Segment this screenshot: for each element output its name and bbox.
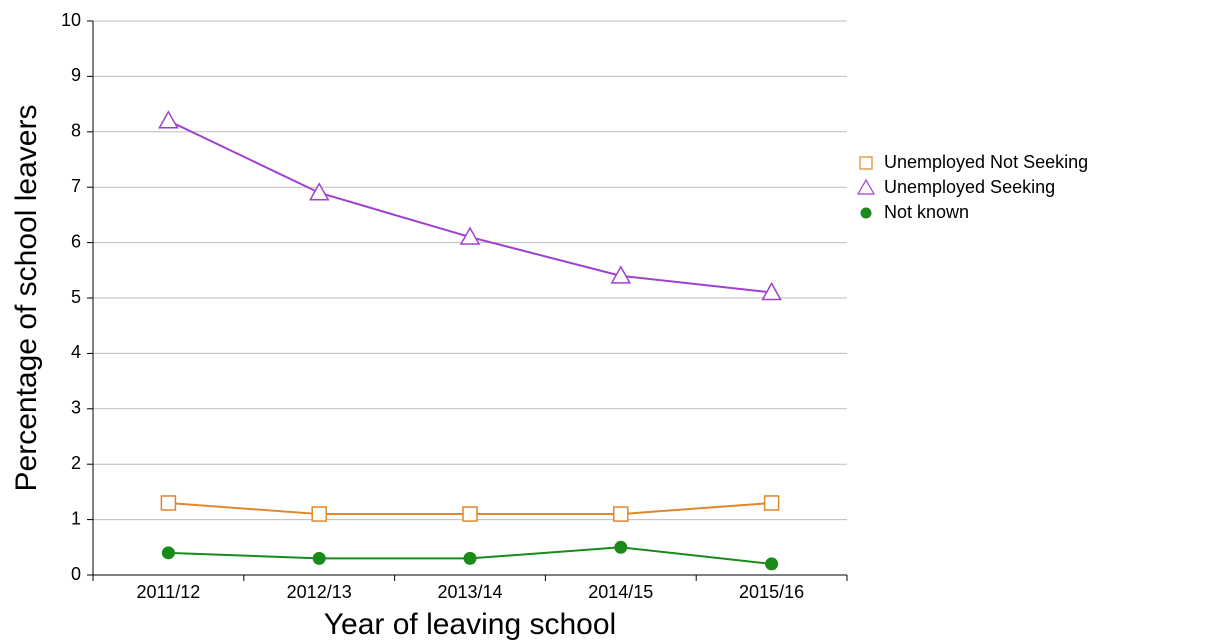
data-point [610,265,632,284]
y-tick-label: 8 [71,121,81,141]
data-point [158,110,179,129]
legend-marker [860,207,872,219]
data-point [761,281,782,301]
data-point [462,506,478,522]
data-point [459,226,481,245]
x-tick-label: 2013/14 [437,582,502,602]
y-tick-label: 4 [71,342,81,362]
x-tick-label: 2014/15 [588,582,653,602]
x-tick-label: 2011/12 [137,582,201,602]
data-point [312,551,326,565]
x-tick-label: 2015/16 [739,582,804,602]
data-point [613,506,629,522]
y-tick-label: 5 [71,287,81,307]
series-line [167,119,772,294]
y-tick-label: 1 [71,508,81,528]
data-point [308,182,330,201]
y-axis-title: Percentage of school leavers [10,105,43,492]
legend-label: Unemployed Seeking [884,177,1055,197]
y-tick-label: 9 [71,65,81,85]
data-point [463,551,477,565]
y-tick-label: 10 [61,10,81,30]
data-point [161,546,175,560]
data-point [311,506,327,522]
y-tick-label: 3 [71,398,81,418]
data-point [614,540,628,554]
y-tick-label: 0 [71,564,81,584]
y-tick-label: 2 [71,453,81,473]
legend-marker [859,156,873,170]
legend-label: Unemployed Not Seeking [884,152,1088,172]
data-point [160,495,177,511]
legend-label: Not known [884,202,969,222]
y-tick-label: 6 [71,231,81,251]
x-tick-label: 2012/13 [287,582,352,602]
x-axis-title: Year of leaving school [324,608,616,641]
data-point [765,557,779,571]
y-tick-label: 7 [71,176,81,196]
data-point [763,495,780,511]
legend-marker [856,178,876,195]
